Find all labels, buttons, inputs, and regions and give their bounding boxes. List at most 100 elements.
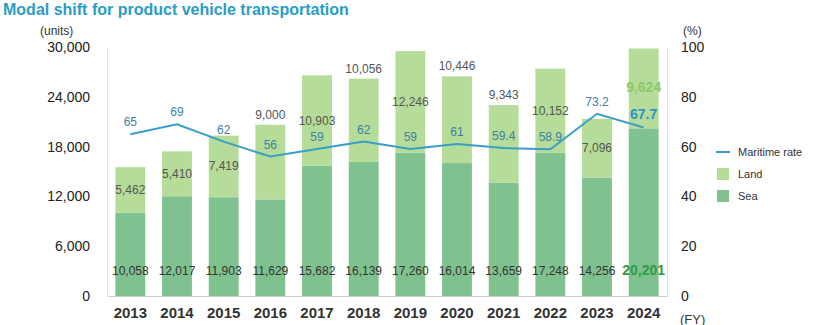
y-tick-label: 30,000: [47, 39, 90, 55]
x-tick: 2018: [347, 296, 380, 321]
data-label: 11,629: [252, 264, 288, 278]
data-label: 12,246: [392, 95, 429, 109]
y-tick: 0: [82, 288, 107, 304]
y2-tick: 80: [667, 89, 697, 105]
plot-area: [115, 48, 658, 296]
y2-axis: 0 20 40 60 80 100: [667, 39, 705, 304]
bar: [349, 79, 379, 162]
x-tick: 2019: [394, 296, 427, 321]
bar: [209, 197, 239, 296]
y2-tick: 0: [667, 288, 689, 304]
x-tick: 2014: [160, 296, 194, 321]
y-tick: 12,000: [47, 188, 107, 204]
data-label: 9,624: [626, 79, 661, 95]
x-tick: 2024: [627, 296, 661, 321]
x-tick: 2020: [440, 296, 473, 321]
x-tick-label: 2016: [254, 304, 287, 321]
data-label: 59: [310, 130, 324, 144]
legend-label: Sea: [738, 190, 758, 202]
bar: [115, 167, 145, 212]
data-label: 62: [357, 123, 371, 137]
x-tick-label: 2021: [487, 304, 520, 321]
y-tick-label: 24,000: [47, 89, 90, 105]
data-label: 11,903: [206, 264, 242, 278]
data-label: 61: [450, 125, 464, 139]
bar: [489, 183, 519, 296]
x-tick: 2013: [114, 296, 147, 321]
data-label: 5,462: [115, 183, 145, 197]
x-tick-label: 2015: [207, 304, 240, 321]
data-label: 10,152: [532, 104, 569, 118]
data-label: 58.9: [539, 130, 563, 144]
y2-axis-line: [667, 48, 668, 297]
y2-tick-label: 0: [681, 288, 689, 304]
x-tick-label: 2013: [114, 304, 147, 321]
data-label: 7,419: [209, 159, 239, 173]
y2-tick: 100: [667, 39, 705, 55]
data-label: 17,248: [532, 264, 569, 278]
bar: [162, 196, 192, 296]
y-axis: 0 6,000 12,000 18,000 24,000 30,000: [47, 39, 107, 304]
y2-tick: 20: [667, 238, 697, 254]
x-tick-label: 2018: [347, 304, 380, 321]
data-label: 7,096: [582, 141, 612, 155]
x-tick: 2021: [487, 296, 520, 321]
data-label: 10,903: [299, 114, 336, 128]
data-label: 9,343: [489, 88, 519, 102]
bar: [115, 213, 145, 296]
data-label: 59.4: [492, 129, 516, 143]
x-tick-label: 2023: [580, 304, 613, 321]
x-tick-label: 2024: [627, 304, 661, 321]
chart: Modal shift for product vehicle transpor…: [0, 0, 814, 325]
y2-tick: 40: [667, 188, 697, 204]
data-labels: 10,05812,01711,90311,62915,68216,13917,2…: [112, 59, 665, 278]
y2-tick-label: 60: [681, 139, 697, 155]
y2-tick-label: 100: [681, 39, 705, 55]
legend-swatch: [717, 190, 729, 202]
y-tick-label: 0: [82, 288, 90, 304]
data-label: 67.7: [630, 106, 657, 122]
x-axis: 2013 2014 2015 2016 2017 2018 2019 2020 2021 2022…: [108, 296, 668, 321]
legend: Maritime rate Land Sea: [716, 146, 802, 202]
data-label: 14,256: [579, 264, 616, 278]
y2-tick-label: 20: [681, 238, 697, 254]
y-tick: 6,000: [55, 238, 107, 254]
x-axis-title: (FY): [680, 312, 705, 325]
data-label: 65: [124, 115, 138, 129]
x-tick: 2016: [254, 296, 287, 321]
bar: [255, 125, 285, 200]
x-tick: 2017: [300, 296, 333, 321]
x-tick-label: 2014: [160, 304, 194, 321]
data-label: 69: [170, 105, 184, 119]
bar: [489, 105, 519, 183]
y2-tick-label: 80: [681, 89, 697, 105]
x-tick-label: 2022: [534, 304, 567, 321]
y-tick: 18,000: [47, 139, 107, 155]
y-tick: 30,000: [47, 39, 107, 55]
data-label: 15,682: [299, 264, 336, 278]
data-label: 9,000: [255, 108, 285, 122]
legend-label: Land: [738, 168, 762, 180]
x-tick-label: 2019: [394, 304, 427, 321]
data-label: 62: [217, 123, 231, 137]
legend-swatch: [716, 151, 730, 153]
y-tick-label: 6,000: [55, 238, 90, 254]
y2-tick-label: 40: [681, 188, 697, 204]
data-label: 13,659: [485, 264, 522, 278]
x-tick: 2015: [207, 296, 240, 321]
data-label: 10,058: [112, 264, 149, 278]
data-label: 5,410: [162, 167, 192, 181]
x-tick: 2023: [580, 296, 613, 321]
y-tick: 24,000: [47, 89, 107, 105]
data-label: 10,446: [439, 59, 476, 73]
y2-tick: 60: [667, 139, 697, 155]
bar: [442, 76, 472, 163]
y-axis-line: [107, 48, 108, 297]
legend-label: Maritime rate: [738, 146, 802, 158]
y-tick-label: 12,000: [47, 188, 90, 204]
data-label: 56: [264, 138, 278, 152]
x-axis-line: [108, 296, 668, 297]
data-label: 16,014: [439, 264, 476, 278]
line: [130, 114, 643, 157]
bar: [582, 178, 612, 296]
